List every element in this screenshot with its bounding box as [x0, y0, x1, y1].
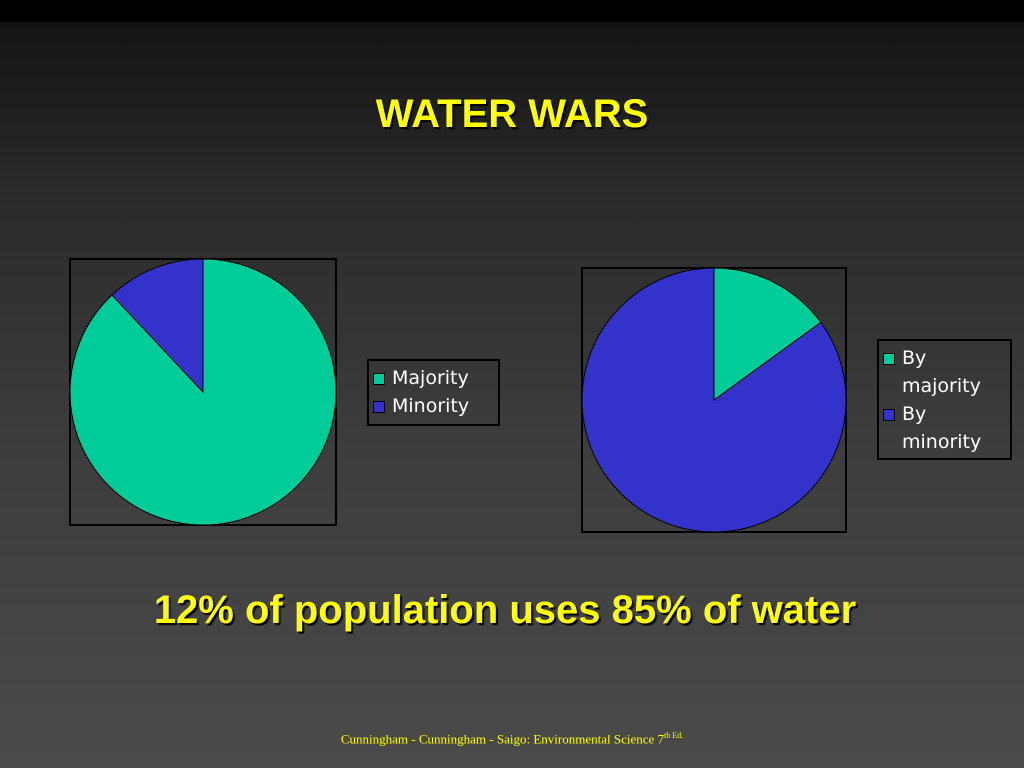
pie-slice-by-majority [713, 267, 822, 401]
pie-svg [581, 267, 847, 533]
legend-item-minority: Minority [373, 392, 494, 420]
slide-title: WATER WARS [375, 92, 649, 136]
source-credit: Cunningham - Cunningham - Saigo: Environ… [0, 731, 1024, 747]
legend-label-minority: Minority [392, 395, 470, 417]
credit-text: Cunningham - Cunningham - Saigo: Environ… [340, 731, 665, 747]
legend-item-by-minority: By minority [883, 400, 1006, 456]
legend-swatch-majority [373, 373, 385, 385]
legend-label-majority: Majority [392, 367, 469, 389]
legend-item-majority: Majority [373, 364, 494, 392]
legend-swatch-minority [373, 401, 385, 413]
pie-chart-water-use [581, 267, 847, 533]
legend-swatch-by-minority [883, 409, 895, 421]
legend-population: Majority Minority [367, 359, 500, 426]
top-band [0, 0, 1024, 22]
credit-edition-superscript: th Ed. [664, 731, 684, 740]
legend-item-by-majority: By majority [883, 344, 1006, 400]
pie-svg [69, 258, 337, 526]
legend-water-use: By majority By minority [877, 339, 1012, 460]
pie-slice-by-minority [581, 267, 847, 533]
legend-swatch-by-majority [883, 353, 895, 365]
legend-label-by-majority: By majority [902, 347, 981, 397]
pie-slice-minority [111, 258, 204, 394]
slide-caption: 12% of population uses 85% of water [153, 588, 857, 632]
pie-chart-population [69, 258, 337, 526]
legend-label-by-minority: By minority [902, 403, 982, 453]
